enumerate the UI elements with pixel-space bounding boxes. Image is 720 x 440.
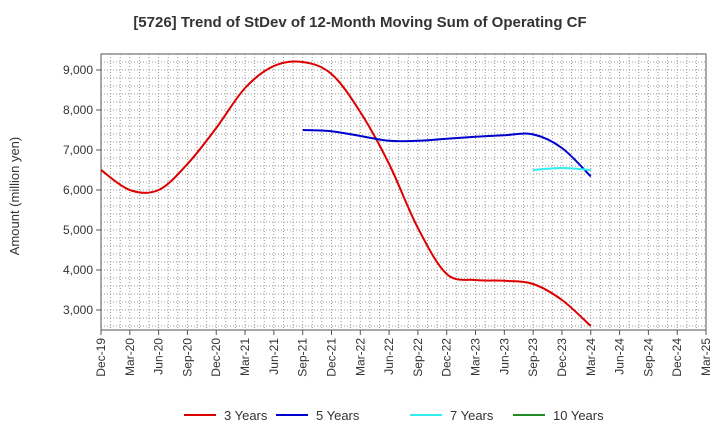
x-tick-label: Sep-21 bbox=[296, 338, 310, 377]
legend-label: 3 Years bbox=[224, 408, 268, 423]
x-axis-ticks: Dec-19 Mar-20 Jun-20 Sep-20 Dec-20 Mar-21 Jun-… bbox=[94, 330, 713, 377]
series-line-7-years bbox=[533, 167, 591, 171]
y-tick-label: 8,000 bbox=[63, 103, 93, 117]
x-tick-label: Sep-22 bbox=[411, 338, 425, 377]
x-tick-label: Jun-21 bbox=[267, 338, 281, 375]
x-tick-label: Dec-19 bbox=[94, 338, 108, 377]
y-tick-label: 6,000 bbox=[63, 183, 93, 197]
y-tick-label: 9,000 bbox=[63, 63, 93, 77]
x-tick-label: Jun-22 bbox=[382, 338, 396, 375]
x-tick-label: Jun-24 bbox=[613, 338, 627, 375]
x-tick-label: Sep-20 bbox=[180, 338, 194, 377]
y-tick-label: 4,000 bbox=[63, 263, 93, 277]
legend: 3 Years 5 Years 7 Years 10 Years bbox=[184, 408, 604, 423]
x-tick-label: Jun-20 bbox=[152, 338, 166, 375]
x-tick-label: Dec-21 bbox=[324, 338, 338, 377]
series-lines bbox=[100, 60, 592, 327]
y-axis-label: Amount (million yen) bbox=[7, 137, 22, 256]
x-tick-label: Mar-24 bbox=[584, 338, 598, 376]
x-tick-label: Sep-23 bbox=[526, 338, 540, 377]
x-tick-label: Dec-20 bbox=[209, 338, 223, 377]
series-line-5-years bbox=[302, 129, 592, 178]
x-tick-label: Mar-22 bbox=[353, 338, 367, 376]
x-tick-label: Dec-22 bbox=[440, 338, 454, 377]
x-tick-label: Jun-23 bbox=[497, 338, 511, 375]
x-tick-label: Sep-24 bbox=[641, 338, 655, 377]
plot-frame bbox=[100, 53, 707, 331]
legend-label: 10 Years bbox=[553, 408, 604, 423]
legend-label: 7 Years bbox=[450, 408, 494, 423]
legend-label: 5 Years bbox=[316, 408, 360, 423]
y-tick-label: 3,000 bbox=[63, 303, 93, 317]
chart-title: [5726] Trend of StDev of 12-Month Moving… bbox=[133, 14, 587, 31]
grid bbox=[101, 54, 706, 330]
y-axis-ticks: 3,000 4,000 5,000 6,000 7,000 8,000 9,000 bbox=[63, 63, 101, 317]
x-tick-label: Mar-25 bbox=[699, 338, 713, 376]
y-tick-label: 5,000 bbox=[63, 223, 93, 237]
x-tick-label: Mar-23 bbox=[469, 338, 483, 376]
series-line-3-years bbox=[100, 60, 592, 327]
x-tick-label: Dec-24 bbox=[670, 338, 684, 377]
x-tick-label: Dec-23 bbox=[555, 338, 569, 377]
x-tick-label: Mar-21 bbox=[238, 338, 252, 376]
y-tick-label: 7,000 bbox=[63, 143, 93, 157]
x-tick-label: Mar-20 bbox=[123, 338, 137, 376]
